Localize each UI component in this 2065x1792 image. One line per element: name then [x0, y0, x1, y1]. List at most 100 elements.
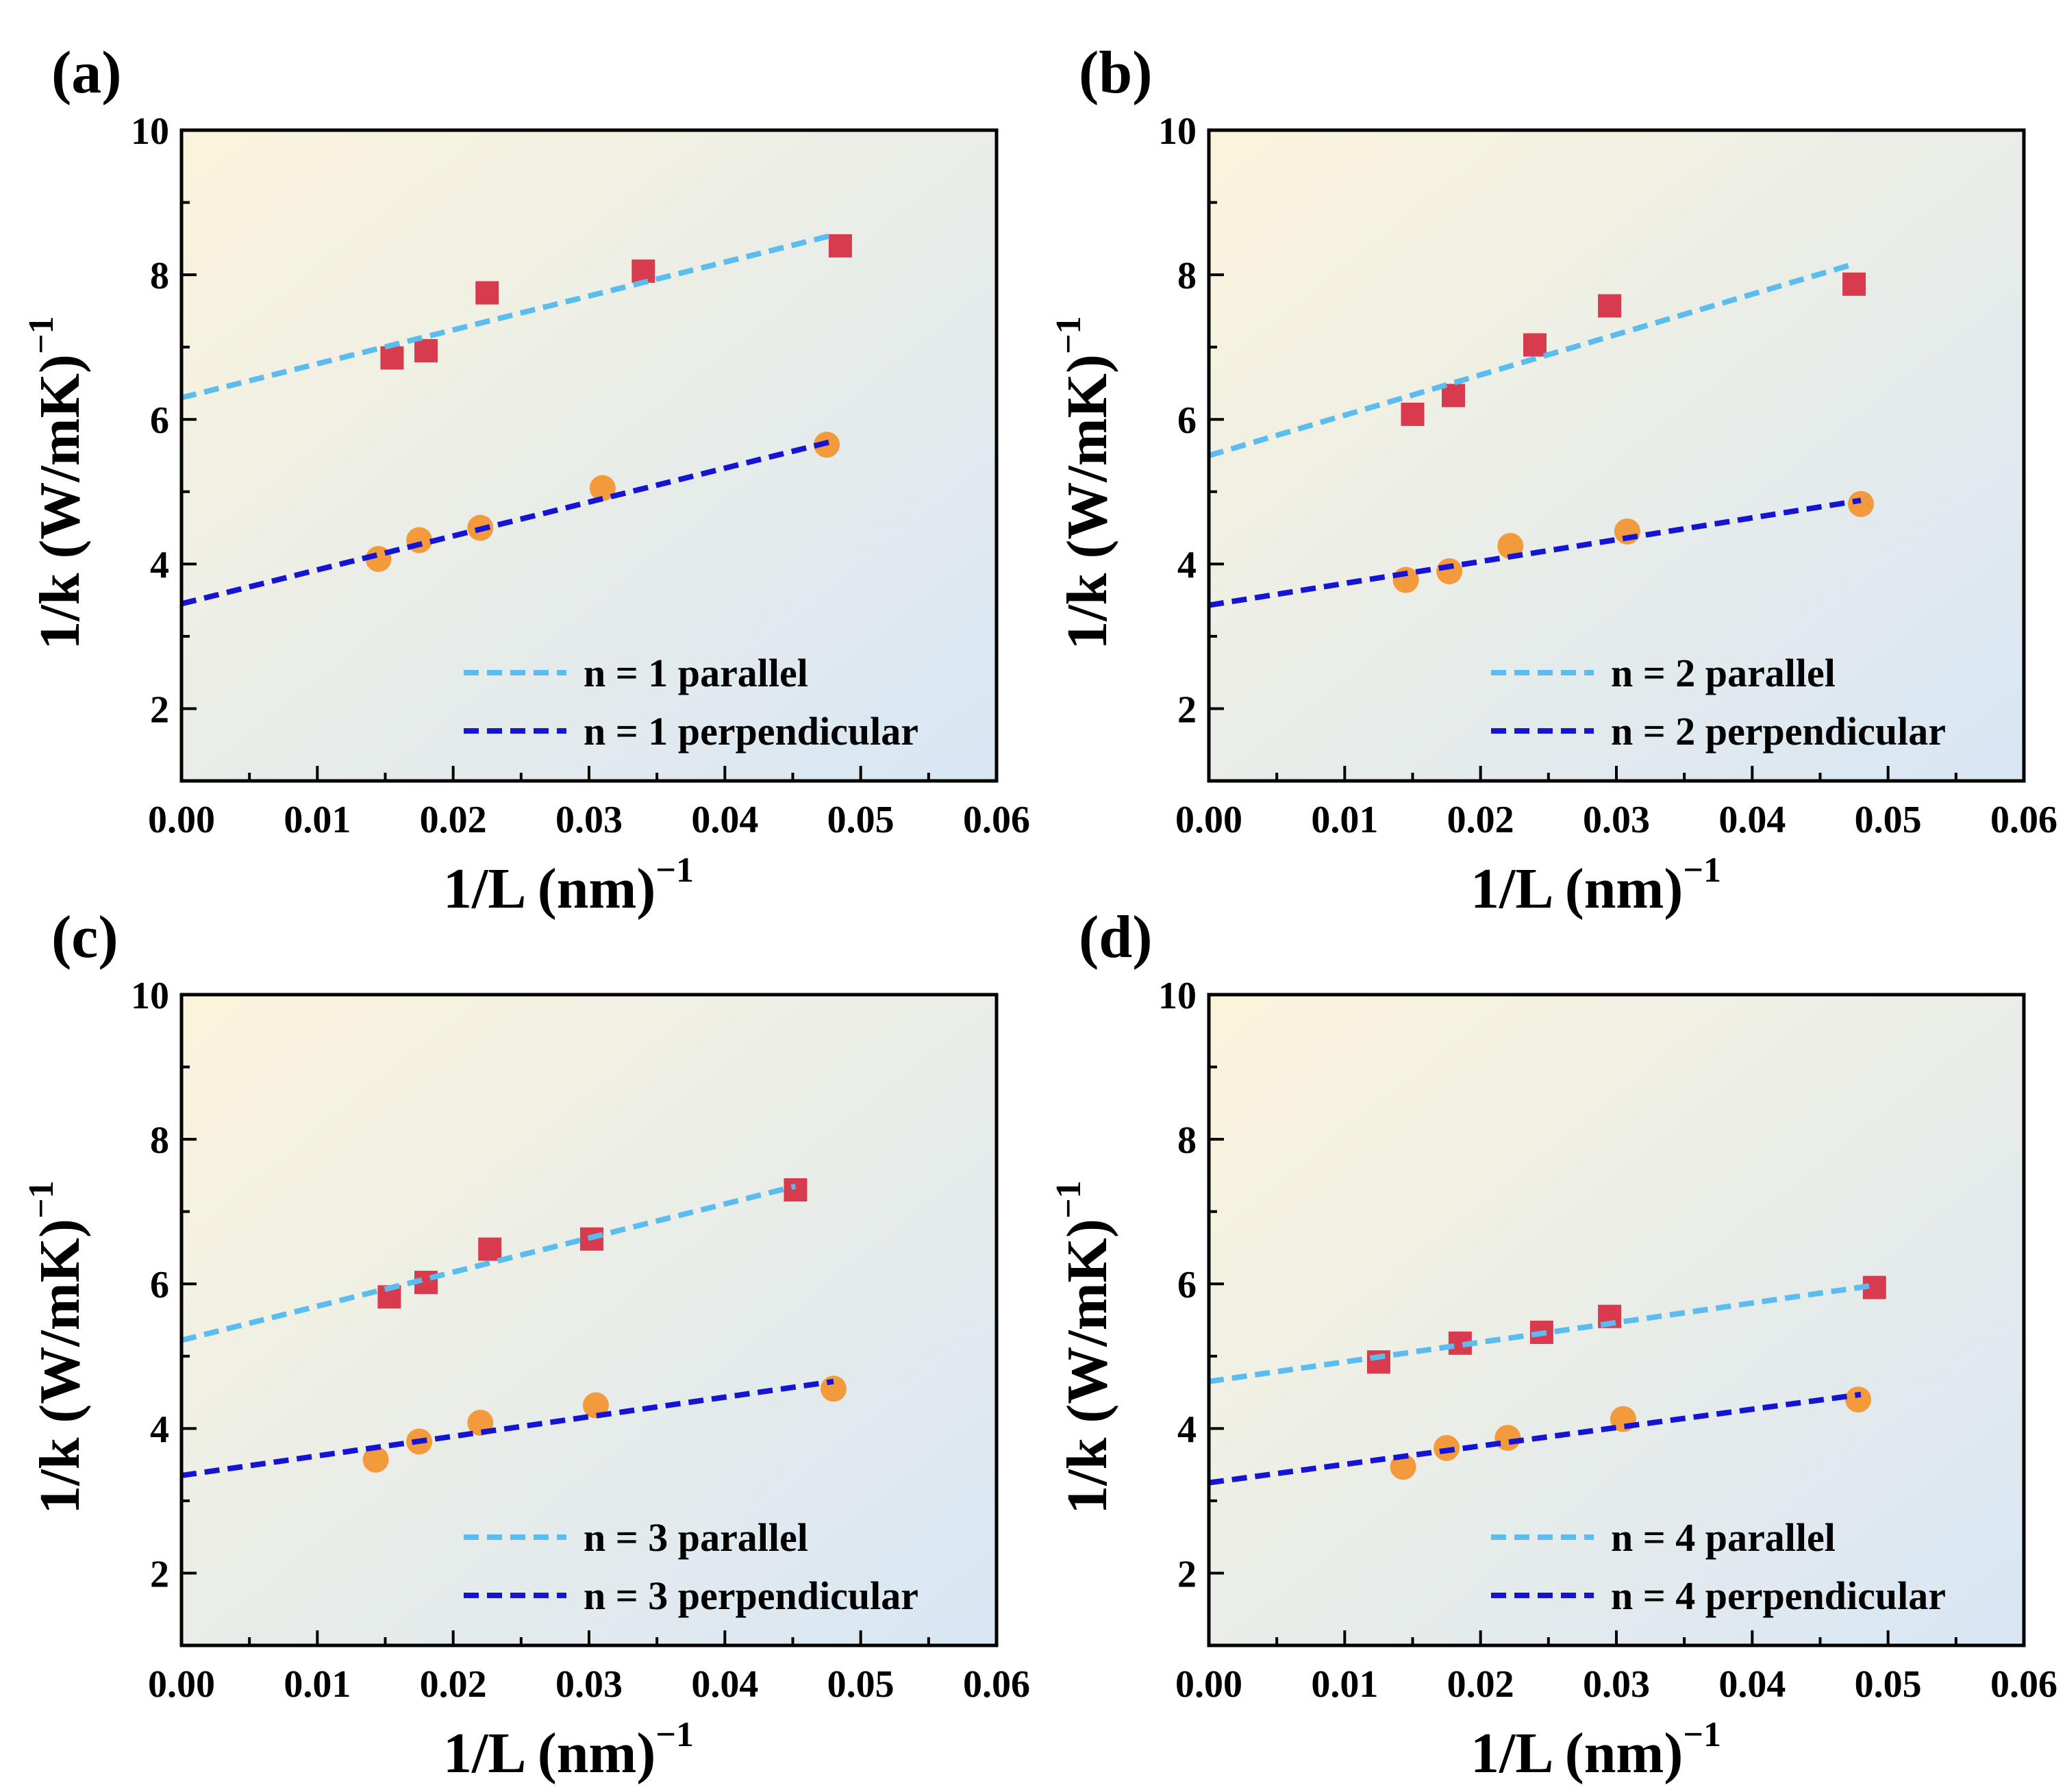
x-tick-label: 0.00: [148, 1663, 215, 1706]
x-tick-label: 0.03: [555, 799, 623, 841]
x-axis-title-text: 1/L (nm): [443, 1721, 655, 1785]
panel-label: (c): [51, 904, 118, 971]
x-tick-label: 0.02: [420, 1663, 487, 1706]
x-axis-title-exp: −1: [655, 851, 694, 890]
data-point-square: [1598, 294, 1622, 318]
data-point-square: [1523, 333, 1547, 357]
y-tick-label: 4: [150, 544, 169, 586]
data-point-square: [475, 281, 499, 305]
series-parallel: [181, 1178, 808, 1343]
fit-line: [1208, 1391, 1862, 1486]
legend-label: n = 2 parallel: [1611, 651, 1836, 695]
y-tick-label: 10: [1158, 110, 1197, 153]
legend-label: n = 4 perpendicular: [1611, 1573, 1946, 1618]
x-tick-label: 0.05: [1855, 1663, 1922, 1706]
x-tick-label: 0.00: [1175, 1663, 1242, 1706]
series-perpendicular: [181, 1376, 847, 1478]
y-tick-label: 6: [1177, 1264, 1197, 1306]
x-tick-label: 0.01: [1311, 1663, 1378, 1706]
x-tick-label: 0.06: [1990, 799, 2057, 841]
y-axis-title-text: 1/k (W/mK): [28, 354, 92, 650]
legend-label: n = 1 parallel: [584, 651, 808, 695]
y-axis-title-text: 1/k (W/mK): [1055, 354, 1119, 650]
y-tick-label: 2: [150, 1553, 169, 1595]
x-axis-title: 1/L (nm)−1: [443, 851, 694, 921]
x-axis-title-text: 1/L (nm): [443, 857, 655, 921]
chart-panel-2: (b) 0.00 0.01 0.02 0.03 0.04 0.05 0.06 2 4 6 8 10 1/L…: [1049, 40, 2057, 921]
data-point-circle: [582, 1392, 609, 1419]
fit-line: [1208, 1282, 1875, 1384]
legend-label: n = 4 parallel: [1611, 1515, 1836, 1560]
x-tick-label: 0.04: [691, 799, 758, 841]
x-tick-label: 0.06: [963, 1663, 1030, 1706]
legend-label: n = 3 parallel: [584, 1515, 808, 1560]
y-axis-title-exp: −1: [1049, 316, 1088, 354]
data-point-square: [631, 259, 655, 283]
x-axis-title-exp: −1: [1683, 1715, 1721, 1754]
y-tick-label: 6: [150, 399, 169, 442]
x-tick-label: 0.03: [555, 1663, 623, 1706]
fit-line: [181, 232, 834, 401]
data-point-square: [1842, 272, 1866, 296]
y-axis-title-exp: −1: [22, 1180, 61, 1219]
fit-line: [1208, 497, 1862, 608]
chart-panel-4: (d) 0.00 0.01 0.02 0.03 0.04 0.05 0.06 2 4 6 8 10 1/L…: [1049, 904, 2057, 1785]
data-point-circle: [589, 475, 616, 501]
chart-panel-1: (a) 0.00 0.01 0.02 0.03 0.04 0.05 0.06 2 4 6 8 10 1/L…: [22, 40, 1030, 921]
x-axis-title: 1/L (nm)−1: [1470, 1715, 1721, 1785]
x-tick-label: 0.03: [1583, 799, 1650, 841]
fit-line: [181, 438, 834, 607]
series-parallel: [181, 232, 852, 401]
x-tick-label: 0.04: [691, 1663, 758, 1706]
data-point-circle: [1390, 1454, 1416, 1480]
x-tick-label: 0.00: [1175, 799, 1242, 841]
x-tick-label: 0.05: [1855, 799, 1922, 841]
y-tick-label: 6: [150, 1264, 169, 1306]
series-perpendicular: [1208, 490, 1874, 608]
series-parallel: [1208, 1275, 1886, 1384]
x-tick-label: 0.01: [284, 1663, 351, 1706]
data-point-circle: [1494, 1425, 1521, 1452]
x-axis-title: 1/L (nm)−1: [443, 1715, 694, 1785]
data-point-circle: [1848, 490, 1874, 517]
y-axis-title: 1/k (W/mK)−1: [1049, 316, 1119, 649]
data-point-circle: [1497, 532, 1524, 559]
data-point-square: [828, 234, 852, 258]
x-axis-title: 1/L (nm)−1: [1470, 851, 1721, 921]
data-point-circle: [1845, 1386, 1872, 1413]
fit-line: [181, 1183, 797, 1343]
x-axis-title-text: 1/L (nm): [1470, 857, 1683, 921]
y-tick-label: 8: [150, 255, 169, 297]
series-perpendicular: [1208, 1386, 1872, 1486]
x-tick-label: 0.01: [1311, 799, 1378, 841]
x-axis-title-exp: −1: [655, 1715, 694, 1754]
y-axis-title: 1/k (W/mK)−1: [22, 1180, 92, 1514]
legend-label: n = 3 perpendicular: [584, 1573, 918, 1618]
x-tick-label: 0.02: [1447, 1663, 1514, 1706]
series-parallel: [1207, 261, 1866, 458]
x-tick-label: 0.04: [1718, 1663, 1786, 1706]
x-tick-label: 0.00: [148, 799, 215, 841]
x-tick-label: 0.04: [1718, 799, 1786, 841]
data-point-square: [1401, 402, 1425, 426]
x-tick-label: 0.03: [1583, 1663, 1650, 1706]
y-tick-label: 8: [1177, 1119, 1197, 1162]
y-axis-title: 1/k (W/mK)−1: [1049, 1180, 1119, 1514]
panel-label: (a): [51, 40, 122, 106]
data-point-circle: [1436, 558, 1463, 584]
y-tick-label: 2: [1177, 1553, 1197, 1595]
y-tick-label: 4: [1177, 544, 1197, 586]
x-tick-label: 0.05: [827, 1663, 894, 1706]
y-axis-title: 1/k (W/mK)−1: [22, 316, 92, 649]
plot-frame: [1207, 993, 2026, 1647]
plot-frame: [1207, 128, 2026, 783]
data-point-square: [784, 1178, 808, 1202]
y-tick-label: 10: [131, 110, 169, 153]
x-axis-title-exp: −1: [1683, 851, 1721, 890]
y-axis-title-text: 1/k (W/mK): [28, 1219, 92, 1515]
x-tick-label: 0.02: [1447, 799, 1514, 841]
data-point-square: [380, 346, 404, 370]
y-tick-label: 2: [1177, 688, 1197, 731]
y-tick-label: 10: [1158, 975, 1197, 1017]
